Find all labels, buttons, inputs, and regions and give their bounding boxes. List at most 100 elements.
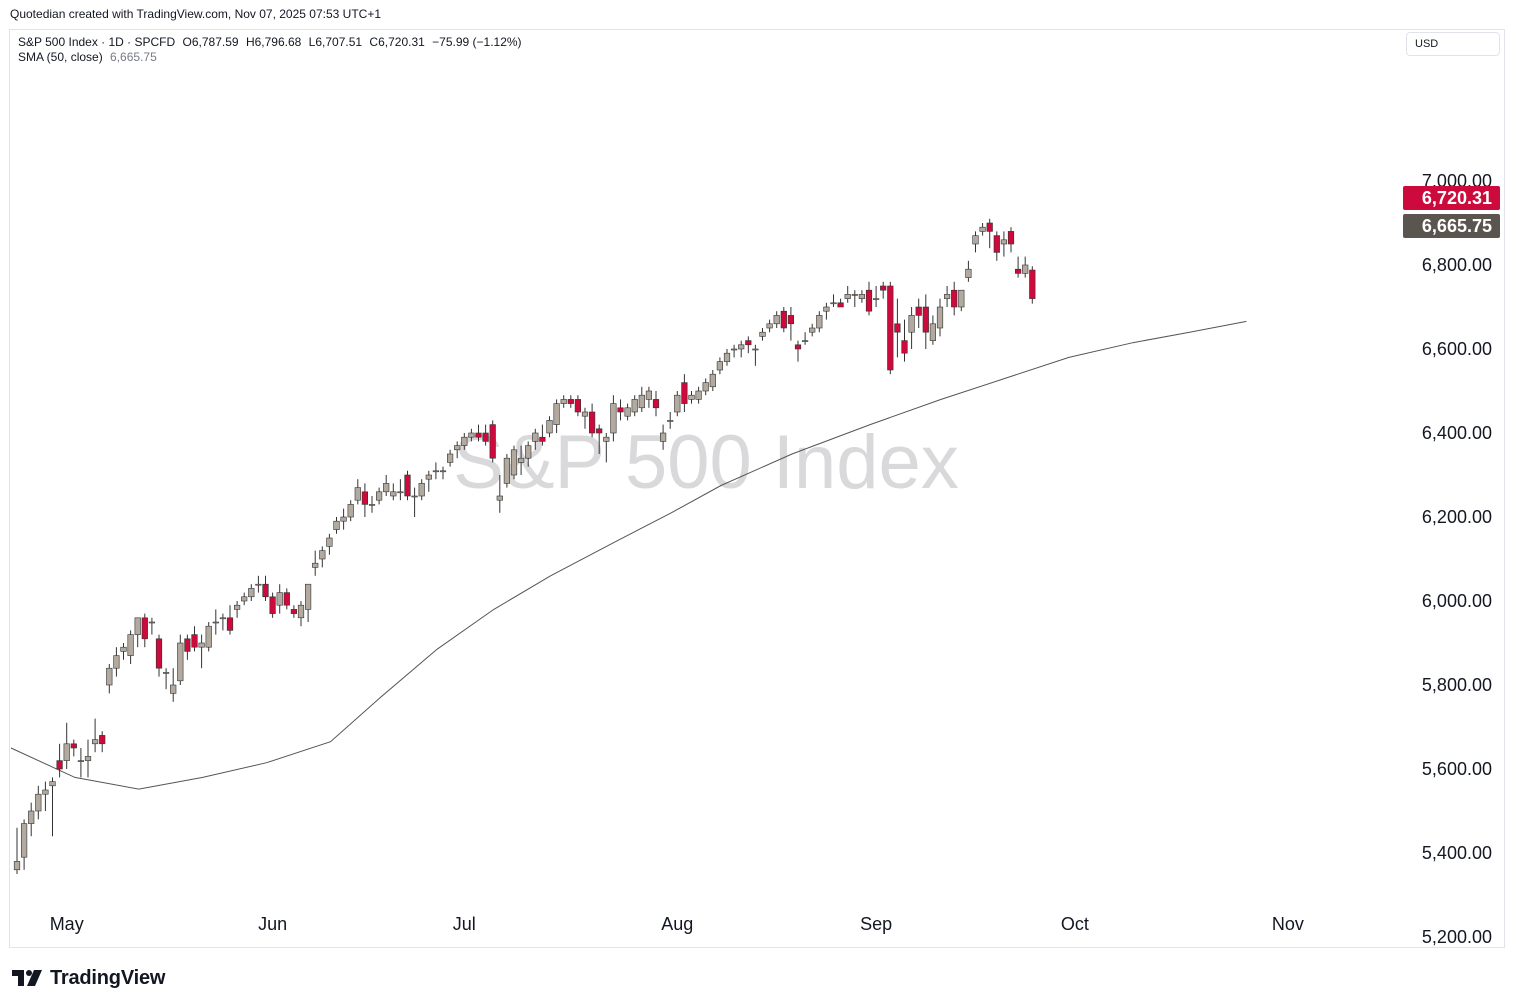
price-tick-label: 5,600.00 [1422, 759, 1492, 779]
candle [241, 592, 248, 606]
month-tick-label: Aug [661, 914, 693, 934]
candle [84, 739, 92, 778]
candle [432, 462, 440, 480]
candle [773, 311, 780, 328]
currency-button[interactable]: USD [1406, 32, 1500, 56]
candle-body [823, 306, 830, 312]
candle-body [723, 352, 731, 362]
candle-body [794, 344, 802, 350]
month-tick-label: May [50, 914, 84, 934]
candle-body [35, 793, 42, 812]
candle-body [610, 403, 617, 434]
candle [539, 424, 546, 446]
candle [787, 307, 794, 341]
candle-body [454, 445, 461, 451]
candle-body [574, 399, 581, 413]
candle-body [155, 638, 163, 669]
chart-pane[interactable] [9, 29, 1505, 948]
candle [617, 399, 624, 421]
candle-body [234, 604, 241, 610]
candle [177, 634, 184, 685]
ohlc-legend-row: S&P 500 Index · 1D · SPCFD O6,787.59 H6,… [18, 35, 522, 50]
candle-body [993, 235, 1000, 253]
candle-body [901, 340, 908, 354]
candle [397, 479, 404, 501]
candle [723, 349, 731, 366]
candle [56, 743, 63, 778]
candle [972, 231, 979, 253]
candle-body [539, 436, 546, 442]
candle-body [809, 327, 816, 333]
candle-body [965, 268, 972, 278]
candle-body [368, 504, 376, 506]
candle-body [397, 491, 404, 494]
candle [163, 668, 170, 690]
candle [425, 470, 432, 492]
candle [354, 479, 361, 505]
candle-body [84, 756, 92, 761]
price-tick-label: 6,400.00 [1422, 423, 1492, 443]
candle [297, 601, 305, 627]
candle [148, 617, 156, 635]
candle-body [922, 306, 929, 333]
sma-price-badge-text: 6,665.75 [1422, 216, 1492, 236]
candle [596, 424, 603, 454]
candle [361, 483, 369, 517]
last-price-badge: 6,720.31 [1403, 186, 1500, 210]
candle [290, 605, 298, 618]
candle [127, 630, 134, 664]
candle-body [163, 672, 170, 674]
symbol-title: S&P 500 Index · 1D · SPCFD [18, 35, 176, 49]
candle-body [28, 810, 35, 824]
sma-legend-row: SMA (50, close) 6,665.75 [18, 50, 522, 65]
candle-body [347, 504, 354, 518]
price-tick-label: 6,600.00 [1422, 339, 1492, 359]
candle [865, 281, 873, 316]
candle [525, 441, 532, 467]
candle-body [134, 617, 141, 635]
candle [390, 483, 397, 501]
candle-body [312, 562, 319, 568]
candle-body [986, 222, 993, 232]
candle-body [929, 323, 936, 341]
candle-body [801, 340, 809, 342]
candle-body [461, 436, 468, 446]
candle-body [667, 420, 674, 422]
sma-line [10, 320, 1247, 790]
candle [738, 340, 745, 358]
candle [645, 386, 652, 408]
candle-body [475, 432, 482, 438]
candle [922, 294, 929, 349]
candle [688, 391, 695, 404]
candle [106, 664, 113, 694]
candle [830, 294, 837, 307]
candle [63, 722, 70, 769]
candle-body [404, 474, 411, 497]
candle [965, 260, 972, 282]
candle [503, 454, 511, 488]
candle [219, 613, 227, 631]
tradingview-footer[interactable]: TradingView [12, 966, 165, 990]
candle [1007, 227, 1015, 253]
candle-body [13, 861, 21, 871]
candle-body [177, 642, 184, 682]
candle-body [872, 298, 880, 300]
candle-body [241, 596, 248, 602]
candle [638, 386, 645, 412]
candle [809, 323, 816, 337]
candle [610, 395, 617, 442]
candle-body [738, 344, 745, 350]
low-value: L6,707.51 [309, 35, 362, 49]
candle-body [894, 323, 901, 333]
candle [603, 433, 610, 463]
candle [581, 407, 589, 429]
candle [695, 386, 702, 404]
high-value: H6,796.68 [246, 35, 301, 49]
candle-body [276, 592, 283, 606]
candle [979, 223, 986, 236]
time-axis[interactable]: May Jun Jul Aug Sep Oct Nov [50, 914, 1304, 934]
candle [532, 428, 539, 450]
candle [234, 601, 241, 618]
price-axis[interactable]: 5,200.00 5,400.00 5,600.00 5,800.00 6,000.00… [1422, 171, 1492, 947]
